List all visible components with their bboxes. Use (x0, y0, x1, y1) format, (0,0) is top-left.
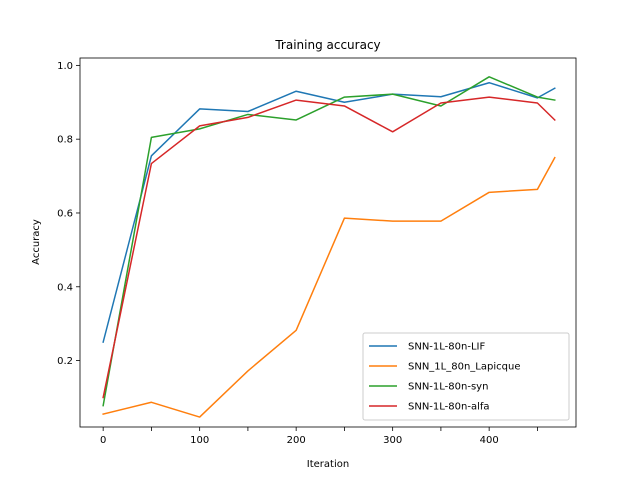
y-tick-label: 0.8 (57, 135, 73, 146)
legend-label: SNN-1L-80n-LIF (408, 342, 485, 353)
series-line-snn-1l-80n-alfa (102, 96, 556, 399)
legend-label: SNN-1L-80n-alfa (408, 402, 490, 413)
y-tick-label: 0.4 (57, 282, 73, 293)
y-tick-label: 0.2 (57, 356, 73, 367)
plot-frame (79, 57, 577, 428)
y-axis-title: Accuracy (31, 219, 42, 265)
x-axis-title: Iteration (307, 459, 349, 470)
x-tick-label: 0 (100, 435, 106, 446)
y-tick-label: 0.6 (57, 208, 73, 219)
legend-label: SNN-1L-80n-syn (408, 382, 488, 393)
legend-box (362, 332, 570, 421)
x-axis: 0 100 200 300 400 (100, 427, 538, 446)
series-line-snn-1l-80n-syn (102, 76, 556, 407)
y-axis: 0.2 0.4 0.6 0.8 1.0 (57, 61, 80, 367)
series-line-snn-1l-80n-lif (102, 81, 556, 344)
x-tick-label: 200 (287, 435, 306, 446)
legend-label: SNN_1L_80n_Lapicque (408, 362, 520, 373)
x-tick-label: 300 (383, 435, 402, 446)
series-line-snn-1l-80n-lapicque (102, 156, 556, 418)
series-layer (102, 76, 556, 418)
x-tick-label: 400 (480, 435, 499, 446)
chart-title: Training accuracy (274, 38, 380, 52)
legend: SNN-1L-80n-LIF SNN_1L_80n_Lapicque SNN-1L-… (362, 332, 570, 421)
y-tick-label: 1.0 (57, 61, 73, 72)
x-tick-label: 100 (190, 435, 209, 446)
